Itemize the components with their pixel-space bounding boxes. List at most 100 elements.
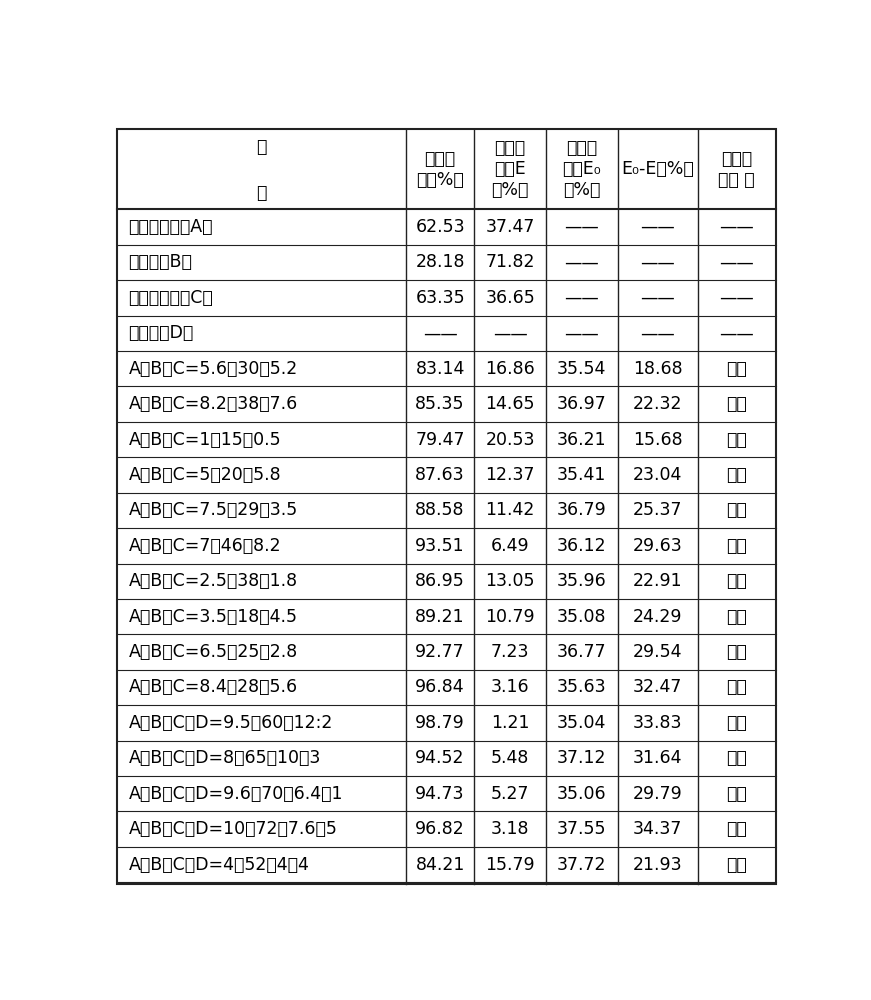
Text: 增效: 增效 <box>726 820 747 838</box>
Text: 31.64: 31.64 <box>633 749 683 767</box>
Text: A：B：C=7：46：8.2: A：B：C=7：46：8.2 <box>129 537 281 555</box>
Text: ——: —— <box>719 218 754 236</box>
Text: 35.96: 35.96 <box>557 572 607 590</box>
Text: 理论存
活率E₀
（%）: 理论存 活率E₀ （%） <box>563 139 601 199</box>
Text: 96.84: 96.84 <box>415 678 465 696</box>
Text: 14.65: 14.65 <box>485 395 535 413</box>
Text: 鲜重防
效（%）: 鲜重防 效（%） <box>416 150 464 189</box>
Text: 29.79: 29.79 <box>633 785 683 803</box>
Text: ——: —— <box>564 218 599 236</box>
Text: ——: —— <box>719 289 754 307</box>
Text: 增效: 增效 <box>726 572 747 590</box>
Text: 83.14: 83.14 <box>415 360 465 378</box>
Text: 87.63: 87.63 <box>415 466 465 484</box>
Text: 63.35: 63.35 <box>415 289 465 307</box>
Text: 增效: 增效 <box>726 395 747 413</box>
Text: 增效: 增效 <box>726 785 747 803</box>
Text: 36.97: 36.97 <box>557 395 607 413</box>
Text: 7.23: 7.23 <box>491 643 530 661</box>
Text: 处: 处 <box>256 138 267 156</box>
Text: 23.04: 23.04 <box>633 466 683 484</box>
Text: 增效: 增效 <box>726 749 747 767</box>
Text: 32.47: 32.47 <box>633 678 683 696</box>
Text: ——: —— <box>640 289 675 307</box>
Text: 6.49: 6.49 <box>490 537 530 555</box>
Text: 36.79: 36.79 <box>557 501 607 519</box>
Text: 15.68: 15.68 <box>633 431 683 449</box>
Text: 36.21: 36.21 <box>557 431 607 449</box>
Text: 96.82: 96.82 <box>415 820 465 838</box>
Text: ——: —— <box>564 289 599 307</box>
Text: 37.47: 37.47 <box>485 218 535 236</box>
Text: 71.82: 71.82 <box>485 253 535 271</box>
Text: A：B：C=1：15：0.5: A：B：C=1：15：0.5 <box>129 431 281 449</box>
Text: A：B：C：D=8：65：10：3: A：B：C：D=8：65：10：3 <box>129 749 321 767</box>
Text: 增效: 增效 <box>726 537 747 555</box>
Text: 增效: 增效 <box>726 501 747 519</box>
Text: 37.72: 37.72 <box>557 856 606 874</box>
Text: 25.37: 25.37 <box>633 501 683 519</box>
Text: ——: —— <box>719 253 754 271</box>
Text: 88.58: 88.58 <box>415 501 465 519</box>
Text: 89.21: 89.21 <box>415 608 465 626</box>
Text: 84.21: 84.21 <box>415 856 465 874</box>
Text: 35.08: 35.08 <box>557 608 606 626</box>
Text: 增效: 增效 <box>726 431 747 449</box>
Text: A：B：C=2.5：38：1.8: A：B：C=2.5：38：1.8 <box>129 572 298 590</box>
Text: 增效: 增效 <box>726 856 747 874</box>
Text: ——: —— <box>640 218 675 236</box>
Text: A：B：C：D=10：72：7.6：5: A：B：C：D=10：72：7.6：5 <box>129 820 337 838</box>
Text: 35.06: 35.06 <box>557 785 607 803</box>
Text: 35.63: 35.63 <box>557 678 607 696</box>
Text: A：B：C=7.5：29：3.5: A：B：C=7.5：29：3.5 <box>129 501 298 519</box>
Text: ——: —— <box>719 324 754 342</box>
Text: 20.53: 20.53 <box>485 431 535 449</box>
Text: 甲基二磺隆（A）: 甲基二磺隆（A） <box>129 218 213 236</box>
Text: ——: —— <box>564 253 599 271</box>
Text: 34.37: 34.37 <box>633 820 683 838</box>
Text: 双氟磺草胺（C）: 双氟磺草胺（C） <box>129 289 213 307</box>
Text: 增效: 增效 <box>726 714 747 732</box>
Text: 增效: 增效 <box>726 466 747 484</box>
Text: 35.04: 35.04 <box>557 714 606 732</box>
Text: 28.18: 28.18 <box>415 253 465 271</box>
Text: A：B：C=3.5：18：4.5: A：B：C=3.5：18：4.5 <box>129 608 298 626</box>
Text: 3.18: 3.18 <box>491 820 530 838</box>
Text: 增效: 增效 <box>726 678 747 696</box>
Text: 86.95: 86.95 <box>415 572 465 590</box>
Text: 增效: 增效 <box>726 608 747 626</box>
Text: 1.21: 1.21 <box>491 714 530 732</box>
Text: ——: —— <box>640 253 675 271</box>
Text: 37.12: 37.12 <box>557 749 606 767</box>
Text: ——: —— <box>564 324 599 342</box>
Text: 22.91: 22.91 <box>633 572 683 590</box>
Text: 29.63: 29.63 <box>633 537 683 555</box>
Text: 15.79: 15.79 <box>485 856 535 874</box>
Text: 5.48: 5.48 <box>491 749 530 767</box>
Text: 增效剂（D）: 增效剂（D） <box>129 324 193 342</box>
Text: 62.53: 62.53 <box>415 218 465 236</box>
Text: A：B：C=8.2：38：7.6: A：B：C=8.2：38：7.6 <box>129 395 298 413</box>
Text: 16.86: 16.86 <box>485 360 535 378</box>
Text: ——: —— <box>640 324 675 342</box>
Text: A：B：C：D=9.6：70：6.4：1: A：B：C：D=9.6：70：6.4：1 <box>129 785 343 803</box>
Text: 5.27: 5.27 <box>491 785 530 803</box>
Text: A：B：C：D=4：52：4：4: A：B：C：D=4：52：4：4 <box>129 856 309 874</box>
Text: 98.79: 98.79 <box>415 714 465 732</box>
Text: 35.41: 35.41 <box>557 466 606 484</box>
Text: 35.54: 35.54 <box>557 360 606 378</box>
Text: 92.77: 92.77 <box>415 643 465 661</box>
Text: 3.16: 3.16 <box>490 678 530 696</box>
Text: 37.55: 37.55 <box>557 820 606 838</box>
Text: 93.51: 93.51 <box>415 537 465 555</box>
Text: 11.42: 11.42 <box>485 501 535 519</box>
Text: 21.93: 21.93 <box>633 856 683 874</box>
Text: 理: 理 <box>256 184 267 202</box>
Text: 24.29: 24.29 <box>633 608 683 626</box>
Text: A：B：C：D=9.5：60：12:2: A：B：C：D=9.5：60：12:2 <box>129 714 333 732</box>
Text: 增效: 增效 <box>726 360 747 378</box>
Text: 13.05: 13.05 <box>485 572 535 590</box>
Text: 联合作
用类 型: 联合作 用类 型 <box>719 150 755 189</box>
Text: 29.54: 29.54 <box>633 643 683 661</box>
Text: 33.83: 33.83 <box>633 714 683 732</box>
